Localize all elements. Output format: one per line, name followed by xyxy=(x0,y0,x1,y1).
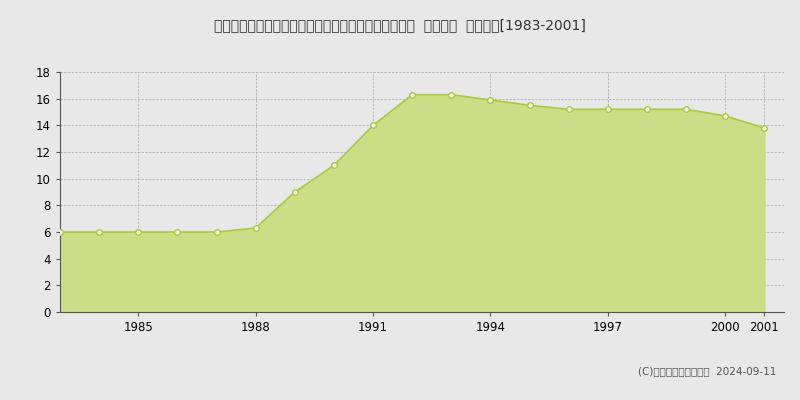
Text: 埼玉県入間郡毛呂山町大字大谷木字石原ケ谷戸４番２  地価公示  地価推移[1983-2001]: 埼玉県入間郡毛呂山町大字大谷木字石原ケ谷戸４番２ 地価公示 地価推移[1983-… xyxy=(214,18,586,32)
Text: (C)土地価格ドットコム  2024-09-11: (C)土地価格ドットコム 2024-09-11 xyxy=(638,366,776,376)
